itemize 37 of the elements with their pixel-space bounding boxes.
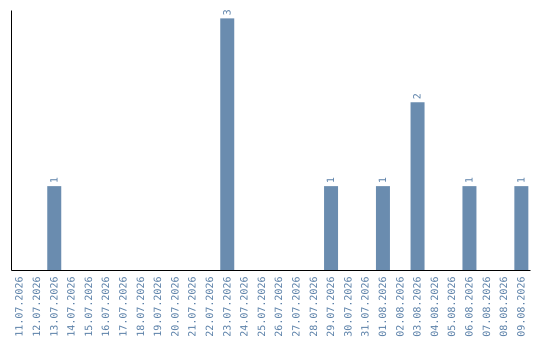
x-tick-label: 23.07.2026 [222,276,234,337]
x-tick-label: 07.08.2026 [482,276,493,337]
x-tick-label: 08.08.2026 [499,276,510,337]
x-tick-label: 21.07.2026 [188,276,199,337]
x-tick-label: 18.07.2026 [136,276,147,337]
x-tick-label: 13.07.2026 [49,276,60,337]
x-tick-label: 19.07.2026 [153,276,164,337]
x-tick-label: 01.08.2026 [378,276,389,337]
x-tick-label: 26.07.2026 [274,276,286,337]
x-tick-label: 11.07.2026 [14,276,26,337]
x-tick-label: 16.07.2026 [101,276,112,337]
x-tick-label: 09.08.2026 [516,276,528,337]
x-tick-label: 25.07.2026 [256,276,268,337]
x-tick-label: 27.07.2026 [291,276,302,337]
x-tick-label: 05.08.2026 [447,276,458,337]
x-tick-label: 30.07.2026 [343,276,354,337]
data-label: 1 [464,177,476,184]
x-tick-label: 12.07.2026 [32,276,43,337]
data-label: 3 [222,9,234,16]
x-tick-label: 03.08.2026 [412,276,424,337]
x-tick-label: 14.07.2026 [66,276,78,337]
data-label: 1 [49,177,60,184]
x-tick-label: 31.07.2026 [360,276,372,337]
x-tick-label: 29.07.2026 [326,276,338,337]
x-tick-label: 28.07.2026 [308,276,320,337]
x-tick-label: 24.07.2026 [240,276,251,337]
x-tick-label: 15.07.2026 [84,276,95,337]
x-tick-label: 22.07.2026 [204,276,216,337]
data-label: 1 [378,177,389,184]
x-tick-label: 02.08.2026 [395,276,406,337]
x-tick-label: 04.08.2026 [430,276,441,337]
x-tick-label: 06.08.2026 [464,276,476,337]
x-tick-label: 20.07.2026 [170,276,182,337]
x-tick-label: 17.07.2026 [118,276,130,337]
data-label: 1 [326,177,338,184]
data-label: 2 [412,93,424,100]
data-label: 1 [516,177,528,184]
